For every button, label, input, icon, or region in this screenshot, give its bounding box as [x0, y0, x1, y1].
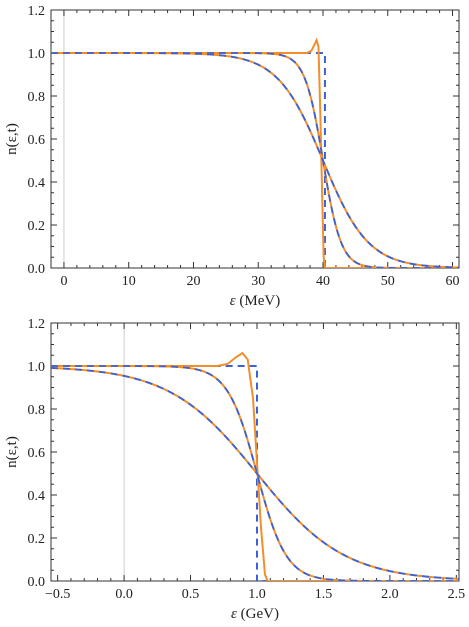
plot-frame [50, 9, 460, 269]
series-solid-overshoot [63, 37, 453, 268]
x-axis-label: ε (MeV) [230, 293, 281, 309]
chart-panel-2: −0.5 0.0 0.5 1.0 1.5 2.0 2.50.00.20.40.60.81.0… [4, 317, 465, 622]
y-tick-label: 0.0 [28, 262, 46, 277]
chart-panel-1: 0 10 20 30 40 50 60 0.0 0.2 0.4 0.6 0.8 1.0 1.2 ε (MeV… [4, 4, 460, 309]
y-tick-label: 1.0 [28, 360, 46, 375]
x-tick-label: 30 [251, 274, 265, 289]
x-tick-label: 0 [60, 274, 67, 289]
plot-frame [50, 322, 460, 582]
x-tick-label: 60 [446, 274, 460, 289]
series-dashed-step [63, 52, 453, 268]
series-dashed-2 [51, 365, 459, 581]
series-solid-3 [51, 52, 459, 268]
y-tick-label: 0.4 [28, 176, 46, 191]
y-tick-label: 0.8 [28, 90, 46, 105]
x-tick-label: 50 [381, 274, 395, 289]
y-tick-label: 0.6 [28, 446, 46, 461]
series-group [51, 37, 459, 268]
y-tick-label: 0.2 [28, 532, 46, 547]
x-tick-label: −0.5 [45, 587, 70, 602]
y-axis-label: n(ε,t) [4, 436, 20, 468]
y-tick-label: 1.2 [28, 4, 46, 19]
y-tick-label: 0.2 [28, 219, 46, 234]
y-tick-label: 0.8 [28, 403, 46, 418]
x-axis-label: ε (GeV) [231, 606, 279, 622]
y-tick-label: 1.2 [28, 317, 46, 332]
series-group [51, 351, 459, 581]
series-solid-2 [51, 365, 459, 581]
x-tick-label: 0.0 [115, 587, 133, 602]
x-tick-label: 2.5 [448, 587, 466, 602]
x-tick-label: 10 [122, 274, 136, 289]
x-tick-label: 40 [316, 274, 330, 289]
series-solid-2 [51, 52, 459, 268]
y-tick-label: 0.0 [28, 575, 46, 590]
y-tick-label: 1.0 [28, 47, 46, 62]
x-tick-label: 1.0 [248, 587, 266, 602]
x-tick-label: 20 [186, 274, 200, 289]
series-dashed-3 [51, 367, 459, 580]
x-tick-label: 2.0 [381, 587, 399, 602]
y-tick-label: 0.4 [28, 489, 46, 504]
x-tick-label: 1.5 [315, 587, 333, 602]
y-axis-label: n(ε,t) [4, 123, 20, 155]
y-tick-label: 0.6 [28, 133, 46, 148]
series-dashed-3 [51, 52, 459, 268]
series-dashed-2 [51, 52, 459, 268]
x-tick-label: 0.5 [182, 587, 200, 602]
series-solid-3 [51, 366, 459, 580]
series-solid-overshoot [57, 351, 457, 581]
